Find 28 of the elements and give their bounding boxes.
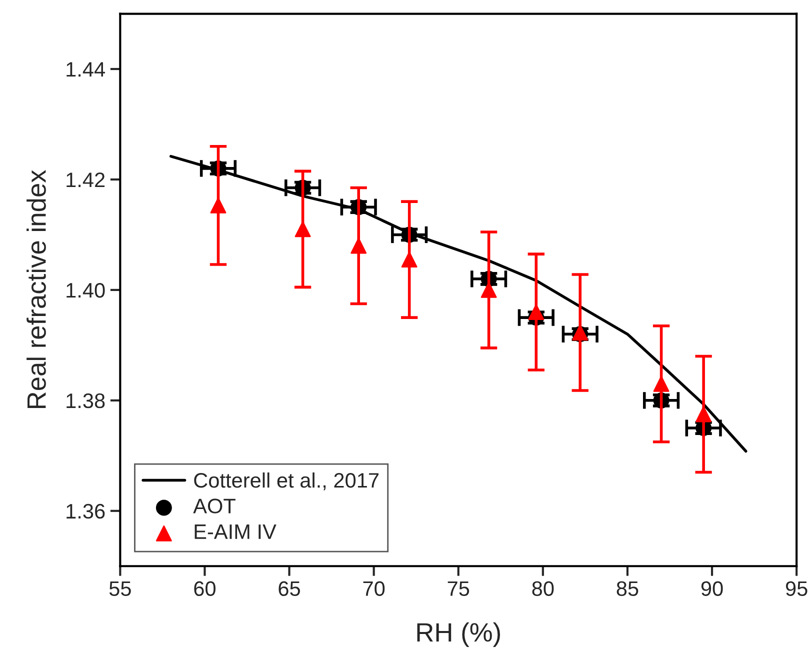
y-tick-label: 1.44 [66,62,105,77]
x-tick-label: 75 [448,581,470,596]
point [480,282,497,298]
y-axis-title: Real refractive index [26,170,46,408]
x-tick-label: 60 [194,581,216,596]
y-tick-label: 1.40 [66,282,105,298]
point [528,304,544,320]
y-tick-label: 1.36 [66,504,105,519]
point [210,197,226,214]
point [294,221,311,238]
y-tick-label: 1.38 [66,393,105,408]
point [653,376,670,392]
x-tick-label: 55 [109,581,131,596]
legend-label: Cotterell et al., 2017 [194,472,378,490]
x-tick-label: 80 [532,581,554,596]
point [350,238,367,254]
y-tick-label: 1.42 [66,172,105,188]
legend-label: E-AIM IV [194,524,276,539]
x-tick-label: 85 [616,581,638,596]
point [696,406,712,422]
legend-label: AOT [193,498,236,514]
x-axis-title: RH (%) [417,622,500,647]
x-tick-label: 90 [701,581,723,596]
x-tick-label: 95 [786,581,808,596]
x-tick-label: 65 [278,581,300,596]
line-series [170,154,748,453]
point [401,252,418,268]
x-tick-label: 70 [363,581,385,596]
